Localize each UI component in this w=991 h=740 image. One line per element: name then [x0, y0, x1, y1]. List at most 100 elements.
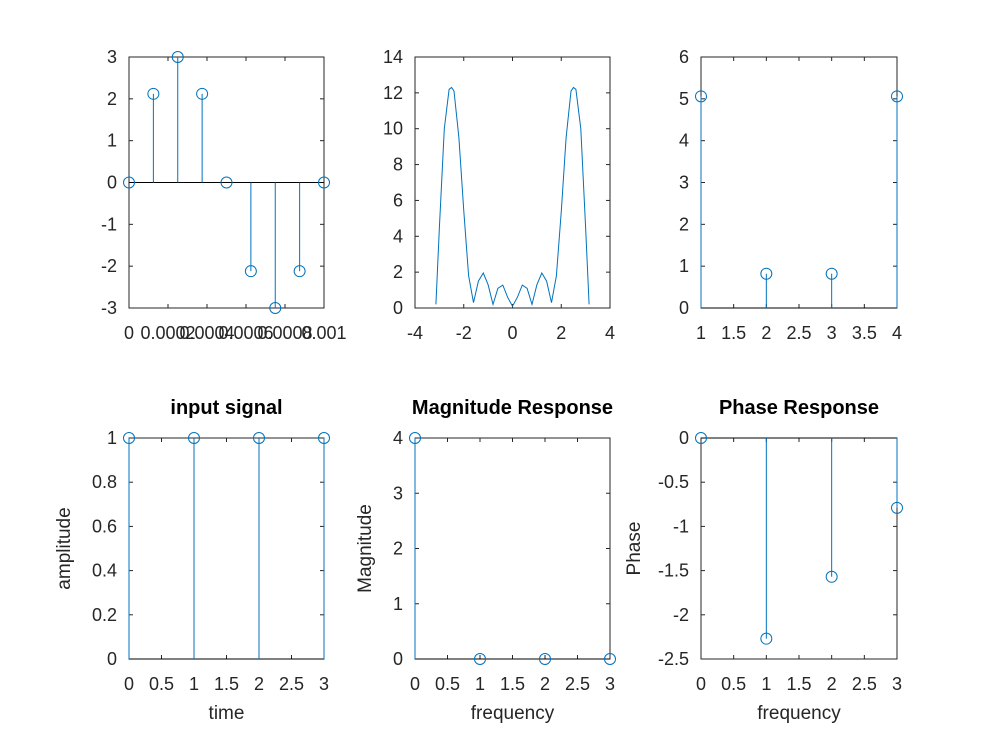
x-tick-label: 1 [475, 674, 485, 694]
subplot-p5: 0 1 2 3 4 0 0.5 1 1.5 2 2.5 3 Magnitude Response freq… [355, 397, 616, 724]
stem-marker [409, 432, 421, 444]
y-tick-label: 0.8 [92, 472, 117, 492]
x-tick-label: 2 [761, 323, 771, 343]
stem-marker [220, 176, 233, 189]
x-tick-label: 2.5 [565, 674, 590, 694]
y-axis-label: amplitude [54, 507, 75, 589]
y-tick-label: 0 [679, 428, 689, 448]
stem-marker [253, 432, 265, 444]
y-tick-label: -1 [673, 516, 689, 536]
y-tick-label: -3 [101, 298, 117, 318]
stem-marker [825, 267, 838, 280]
plot-title: Magnitude Response [412, 397, 613, 419]
stem-marker [147, 87, 160, 100]
stem-marker [891, 501, 903, 514]
x-tick-label: 1.5 [500, 674, 525, 694]
y-tick-label: 0 [393, 298, 403, 318]
axes-box [414, 437, 611, 660]
x-tick-label: 2 [254, 674, 264, 694]
y-tick-label: 2 [393, 262, 403, 282]
y-tick-label: 6 [393, 190, 403, 210]
series-line [435, 86, 590, 308]
y-tick-label: 0 [107, 173, 117, 193]
x-tick-label: 2.5 [852, 674, 877, 694]
y-tick-label: 6 [679, 47, 689, 67]
subplot-p6: -2.5 -2 -1.5 -1 -0.5 0 0 0.5 1 1.5 2 2.5 3 Phase Resp… [624, 397, 903, 724]
y-tick-label: 4 [393, 428, 403, 448]
x-tick-label: 0.5 [149, 674, 174, 694]
stem-marker [123, 432, 135, 444]
x-axis-label: frequency [471, 703, 555, 724]
stem-marker [318, 176, 330, 189]
subplot-p2: 0 2 4 6 8 10 12 14 -4 -2 0 2 4 [383, 47, 615, 343]
x-tick-label: 0.0004 [179, 323, 234, 343]
x-tick-label: 1.5 [721, 323, 746, 343]
x-tick-label: 0.0006 [218, 323, 273, 343]
axes-box [700, 56, 898, 309]
y-tick-label: 2 [107, 89, 117, 109]
y-tick-label: 14 [383, 47, 403, 67]
axes-box [128, 437, 325, 660]
stem-marker [196, 87, 209, 100]
x-tick-label: 0.5 [435, 674, 460, 694]
stem-marker [825, 570, 838, 583]
axes-box [414, 56, 611, 309]
stem-marker [244, 265, 257, 278]
x-tick-label: 3 [319, 674, 329, 694]
subplot-p4: 0 0.2 0.4 0.6 0.8 1 0 0.5 1 1.5 2 2.5 3 input signal t… [54, 397, 330, 724]
stem-marker [760, 632, 773, 645]
y-tick-label: 8 [393, 155, 403, 175]
x-tick-label: 2.5 [786, 323, 811, 343]
y-tick-label: 1 [107, 131, 117, 151]
y-axis-label: Phase [624, 522, 645, 576]
x-tick-label: 0 [410, 674, 420, 694]
y-tick-label: -2.5 [658, 649, 689, 669]
x-tick-label: 2 [540, 674, 550, 694]
x-tick-label: 2 [556, 323, 566, 343]
y-tick-label: 0 [393, 649, 403, 669]
y-tick-label: 4 [393, 226, 403, 246]
y-tick-label: 0.2 [92, 605, 117, 625]
y-tick-label: 1 [679, 256, 689, 276]
x-tick-label: 0.001 [301, 323, 346, 343]
stem-marker [695, 432, 707, 444]
x-tick-label: 4 [892, 323, 902, 343]
y-tick-label: 3 [107, 47, 117, 67]
x-tick-label: 2.5 [279, 674, 304, 694]
x-tick-label: 1.5 [214, 674, 239, 694]
y-tick-label: 0 [107, 649, 117, 669]
y-tick-label: -1.5 [658, 561, 689, 581]
x-tick-label: -4 [407, 323, 423, 343]
stem-marker [188, 432, 200, 444]
x-tick-label: 1.5 [786, 674, 811, 694]
stem-marker [539, 653, 551, 665]
x-tick-label: -2 [456, 323, 472, 343]
y-tick-label: -2 [101, 256, 117, 276]
x-tick-label: 1 [696, 323, 706, 343]
x-tick-label: 3 [605, 674, 615, 694]
x-tick-label: 2 [827, 674, 837, 694]
y-tick-label: 0.4 [92, 561, 117, 581]
y-tick-label: 0.6 [92, 516, 117, 536]
x-tick-label: 3.5 [852, 323, 877, 343]
y-tick-label: -0.5 [658, 472, 689, 492]
stem-marker [760, 267, 773, 280]
stem-marker [474, 653, 486, 665]
y-tick-label: -2 [673, 605, 689, 625]
x-tick-label: 0 [124, 674, 134, 694]
x-tick-label: 1 [761, 674, 771, 694]
y-tick-label: 2 [393, 539, 403, 559]
x-tick-label: 0.5 [721, 674, 746, 694]
x-tick-label: 0.0008 [257, 323, 312, 343]
x-axis-label: frequency [757, 703, 841, 724]
stem-marker [293, 265, 306, 278]
y-tick-label: 10 [383, 119, 403, 139]
stem-marker [891, 90, 903, 103]
x-tick-label: 1 [189, 674, 199, 694]
y-tick-label: 5 [679, 89, 689, 109]
y-tick-label: 12 [383, 83, 403, 103]
y-axis-label: Magnitude [355, 504, 376, 593]
